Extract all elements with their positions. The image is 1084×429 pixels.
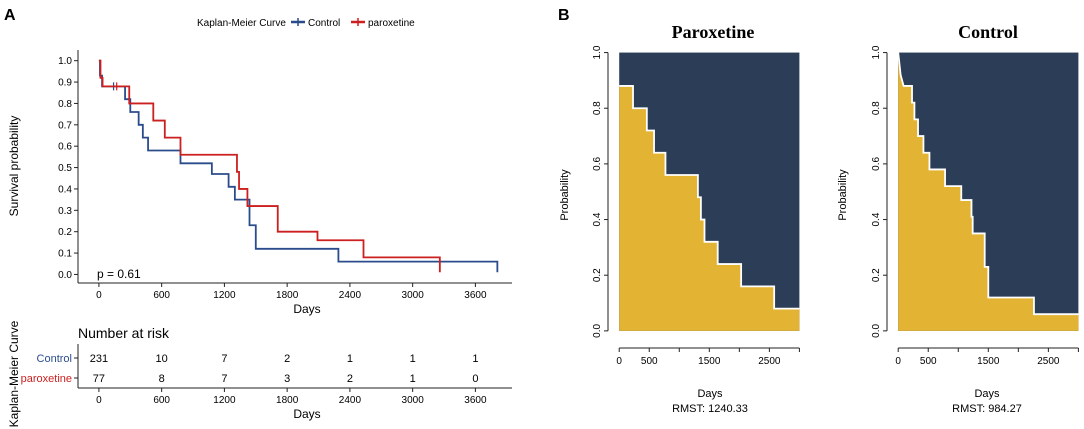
rmst-control-y-label: Probability <box>837 169 849 221</box>
rmst-paroxetine-title: Paroxetine <box>672 22 755 42</box>
risk-title: Number at risk <box>78 325 170 341</box>
km-y-tick-label: 0.3 <box>58 206 72 217</box>
rmst-survival-curve <box>897 52 1079 316</box>
risk-cell: 2 <box>347 373 353 385</box>
km-curve-paroxetine <box>98 59 441 273</box>
rmst-paroxetine-y-label: Probability <box>559 169 571 221</box>
rmst-y-tick-label: 0.6 <box>871 157 882 171</box>
rmst-y-tick-label: 0.0 <box>592 323 603 337</box>
rmst-control-value: RMST: 984.27 <box>952 403 1022 415</box>
risk-cell: 1 <box>410 353 416 365</box>
rmst-y-tick-label: 0.4 <box>871 212 882 226</box>
rmst-paroxetine-value: RMST: 1240.33 <box>672 403 748 415</box>
rmst-y-tick-label: 0.0 <box>871 323 882 337</box>
rmst-y-tick-label: 0.8 <box>871 101 882 115</box>
rmst-x-tick-label: 2500 <box>758 356 781 367</box>
rmst-y-tick-label: 0.6 <box>592 157 603 171</box>
rmst-y-tick-label: 0.8 <box>592 101 603 115</box>
risk-row-label-control: Control <box>37 353 72 365</box>
risk-x-tick-label: 0 <box>96 395 102 406</box>
risk-cell: 77 <box>93 373 105 385</box>
risk-x-tick-label: 1800 <box>276 395 299 406</box>
rmst-survival-curve <box>619 85 800 310</box>
rmst-x-tick-label: 500 <box>920 356 937 367</box>
risk-x-tick-label: 1200 <box>213 395 236 406</box>
rmst-x-tick-label: 1500 <box>977 356 1000 367</box>
rmst-x-tick-label: 0 <box>616 356 622 367</box>
rmst-y-tick-label: 0.2 <box>871 268 882 282</box>
km-legend: Kaplan-Meier Curve Control paroxetine <box>197 18 415 29</box>
risk-x-tick-label: 3600 <box>464 395 487 406</box>
km-x-tick-label: 1800 <box>276 290 299 301</box>
rmst-x-tick-label: 1500 <box>698 356 721 367</box>
km-y-axis-label: Survival probability <box>7 116 21 217</box>
rmst-y-tick-label: 1.0 <box>871 45 882 59</box>
rmst-control-plot: 0.0 0.2 0.4 0.6 0.8 1.0 0 500 1500 2500 <box>871 45 1079 367</box>
km-x-tick-label: 2400 <box>339 290 362 301</box>
km-x-tick-label: 3600 <box>464 290 487 301</box>
km-x-tick-label: 0 <box>96 290 102 301</box>
km-y-tick-label: 0.4 <box>58 184 72 195</box>
risk-row-label-paroxetine: paroxetine <box>21 373 72 385</box>
rmst-x-tick-label: 2500 <box>1037 356 1060 367</box>
risk-cell: 10 <box>156 353 168 365</box>
rmst-control-title: Control <box>958 22 1018 42</box>
rmst-paroxetine-x-label: Days <box>697 388 723 400</box>
rmst-y-tick-label: 0.4 <box>592 212 603 226</box>
risk-x-axis-label: Days <box>293 407 320 421</box>
risk-x-tick-label: 600 <box>153 395 170 406</box>
panel-letter-b: B <box>558 7 570 24</box>
km-y-tick-label: 0.1 <box>58 249 72 260</box>
km-p-value: p = 0.61 <box>97 267 141 281</box>
rmst-control-x-label: Days <box>974 388 1000 400</box>
risk-cell: 7 <box>221 373 227 385</box>
rmst-survival-area <box>898 52 1079 331</box>
km-y-tick-label: 0.6 <box>58 142 72 153</box>
legend-title: Kaplan-Meier Curve <box>197 18 286 29</box>
legend-label-paroxetine: paroxetine <box>368 18 415 29</box>
rmst-y-tick-label: 0.2 <box>592 268 603 282</box>
risk-cell: 2 <box>284 353 290 365</box>
km-y-tick-label: 0.0 <box>58 270 72 281</box>
risk-cell: 8 <box>159 373 165 385</box>
km-y-tick-label: 0.9 <box>58 78 72 89</box>
km-y-tick-label: 0.8 <box>58 99 72 110</box>
rmst-paroxetine-plot: 0.0 0.2 0.4 0.6 0.8 1.0 0 500 1500 2500 <box>592 45 800 367</box>
km-y-tick-label: 0.2 <box>58 227 72 238</box>
panel-letter-a: A <box>4 7 16 24</box>
rmst-survival-area <box>619 85 800 331</box>
risk-cell: 231 <box>90 353 108 365</box>
rmst-x-tick-label: 500 <box>641 356 658 367</box>
risk-x-tick-label: 2400 <box>339 395 362 406</box>
km-curves <box>98 59 499 273</box>
km-x-tick-label: 3000 <box>402 290 425 301</box>
rmst-x-tick-label: 0 <box>895 356 901 367</box>
rmst-y-tick-label: 1.0 <box>592 45 603 59</box>
km-axes: 0.0 0.1 0.2 0.3 0.4 0.5 0.6 0.7 0.8 0.9 1.0 0 600 120… <box>58 50 512 301</box>
legend-label-control: Control <box>308 18 340 29</box>
km-x-tick-label: 1200 <box>213 290 236 301</box>
risk-cell: 1 <box>347 353 353 365</box>
km-x-tick-label: 600 <box>153 290 170 301</box>
km-curve-control <box>98 59 499 273</box>
risk-cell: 1 <box>410 373 416 385</box>
risk-cell: 0 <box>472 373 478 385</box>
risk-cell: 1 <box>472 353 478 365</box>
km-y-tick-label: 1.0 <box>58 56 72 67</box>
risk-cell: 7 <box>221 353 227 365</box>
risk-side-label: Kaplan-Meier Curve <box>7 320 21 427</box>
km-y-tick-label: 0.5 <box>58 163 72 174</box>
km-y-tick-label: 0.7 <box>58 120 72 131</box>
risk-x-tick-label: 3000 <box>402 395 425 406</box>
risk-cell: 3 <box>284 373 290 385</box>
km-x-axis-label: Days <box>293 302 320 316</box>
